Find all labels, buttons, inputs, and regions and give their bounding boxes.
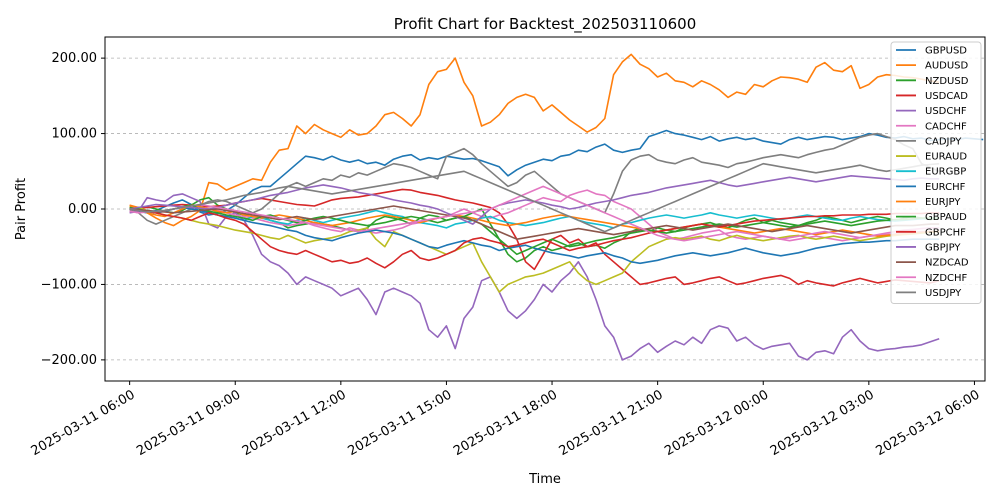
y-tick-label: 0.00 (68, 202, 97, 217)
series-line-gbpchf (129, 208, 940, 269)
legend-box (890, 41, 982, 305)
series-line-usdcad (129, 188, 940, 287)
legend-label: GBPCHF (925, 227, 966, 238)
legend-label: AUDUSD (925, 61, 969, 72)
x-tick-label: 2025-03-11 12:00 (240, 387, 349, 459)
legend-label: GBPJPY (925, 242, 961, 253)
series-line-audusd (129, 53, 940, 227)
series-line-nzdcad (129, 205, 940, 240)
x-tick-label: 2025-03-11 09:00 (134, 387, 243, 459)
series-line-euraud (129, 206, 940, 293)
legend-label: CADJPY (925, 136, 962, 147)
legend: GBPUSD AUDUSD NZDUSD USDCAD USDCHF CADCHF CADJ… (890, 41, 982, 305)
series-line-eurchf (129, 206, 940, 265)
x-tick-label: 2025-03-12 00:00 (662, 387, 771, 459)
x-tick-label: 2025-03-11 21:00 (557, 387, 666, 459)
y-tick-label: 100.00 (52, 127, 98, 142)
legend-label: USDCAD (925, 91, 968, 102)
legend-label: NZDCAD (925, 258, 969, 269)
series-lines (129, 53, 984, 361)
y-axis-label: Pair Profit (14, 178, 29, 240)
series-line-cadjpy (129, 132, 940, 225)
legend-label: GBPAUD (925, 212, 967, 223)
x-tick-label: 2025-03-12 03:00 (768, 387, 877, 459)
y-tick-label: −100.00 (41, 277, 97, 292)
legend-label: EURCHF (925, 182, 966, 193)
legend-label: EURGBP (925, 167, 966, 178)
y-tick-label: −200.00 (41, 353, 97, 368)
series-line-nzdchf (129, 185, 940, 242)
legend-label: CADCHF (925, 121, 967, 132)
series-line-usdjpy (129, 162, 940, 233)
legend-label: USDCHF (925, 106, 967, 117)
legend-label: EURJPY (925, 197, 961, 208)
legend-label: GBPUSD (925, 46, 967, 57)
y-tick-label: 200.00 (52, 51, 98, 66)
legend-label: NZDCHF (925, 273, 968, 284)
series-line-gbpusd (129, 129, 984, 216)
x-tick-label: 2025-03-11 18:00 (451, 387, 560, 459)
chart-title: Profit Chart for Backtest_202503110600 (394, 15, 697, 34)
series-line-usdchf (129, 193, 940, 361)
legend-label: EURAUD (925, 152, 967, 163)
x-tick-label: 2025-03-12 06:00 (873, 387, 982, 459)
legend-label: USDJPY (925, 288, 962, 299)
x-tick-label: 2025-03-11 06:00 (29, 387, 138, 459)
legend-label: NZDUSD (925, 76, 969, 87)
x-axis-label: Time (528, 472, 561, 487)
series-line-eurgbp (129, 206, 940, 229)
grid-lines (105, 57, 985, 361)
x-tick-label: 2025-03-11 15:00 (345, 387, 454, 459)
y-axis-ticks: −200.00 −100.00 0.00 100.00 200.00 (41, 51, 105, 368)
